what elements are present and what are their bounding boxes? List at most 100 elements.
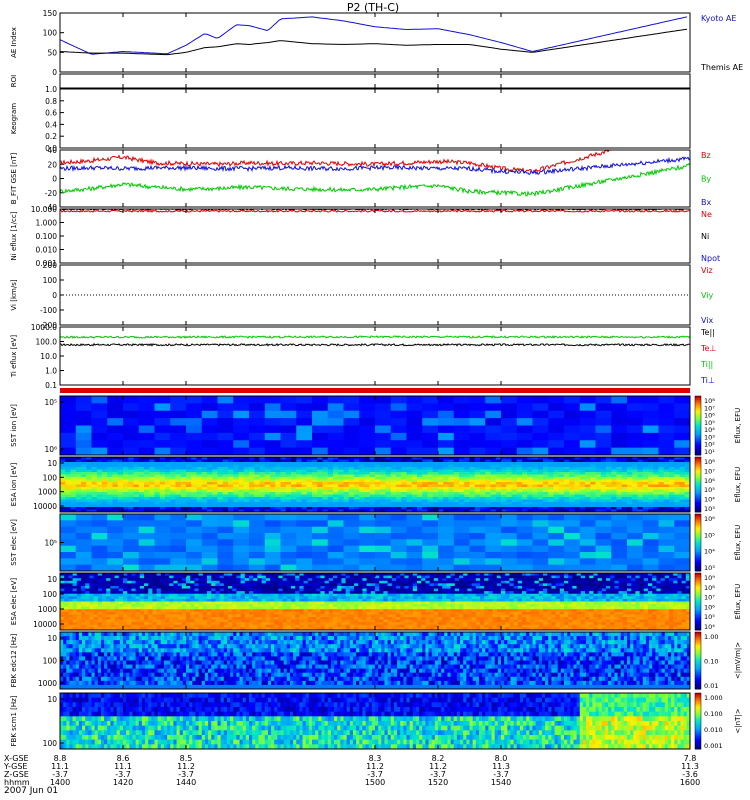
esa_elec-cell <box>572 591 577 595</box>
esa_ion-cell <box>144 474 150 478</box>
esa_elec-cell <box>160 585 166 589</box>
esa_ion-cell <box>233 474 239 478</box>
esa_ion-cell <box>96 462 103 465</box>
sst_elec-cell <box>532 552 549 559</box>
esa_ion-cell <box>112 489 119 493</box>
sst_elec-cell <box>296 539 313 547</box>
esa_elec-cell <box>160 583 166 587</box>
esa_ion-cell <box>165 509 171 513</box>
esa_elec-cell <box>375 583 380 587</box>
sst_elec-cell <box>296 520 313 528</box>
esa_elec-cell <box>522 588 527 592</box>
esa_ion-cell <box>469 504 476 508</box>
esa_elec-cell <box>526 591 531 595</box>
esa_ion-colorbar-swatch <box>695 473 701 476</box>
esa_ion-cell <box>75 464 82 468</box>
esa_elec-cell <box>685 575 691 579</box>
esa_elec-cell <box>513 591 519 595</box>
esa_ion-cell <box>70 499 77 503</box>
esa_ion-cell <box>459 489 465 493</box>
esa_ion-cell <box>548 474 554 478</box>
esa_ion-cell <box>375 479 381 483</box>
esa_ion-cell <box>65 472 71 475</box>
sst_ion-cell <box>138 403 155 412</box>
esa_ion-cell <box>75 499 82 503</box>
esa_ion-cell <box>222 484 229 488</box>
esa_ion-cell <box>327 504 334 508</box>
esa_ion-cell <box>658 489 665 493</box>
esa_ion-cell <box>191 502 197 505</box>
esa_ion-cell <box>233 487 239 490</box>
esa_elec-cell <box>513 583 519 587</box>
esa_elec-cell <box>564 591 569 595</box>
sst_elec-cell <box>516 545 533 553</box>
esa_ion-cell <box>396 484 402 488</box>
esa_ion-cell <box>595 467 602 470</box>
sst_elec-cell <box>469 539 486 547</box>
esa_elec-cell <box>312 578 317 582</box>
esa_ion-cell <box>222 472 229 475</box>
sst_ion-cell <box>359 418 376 426</box>
sst_ion-cell <box>249 403 266 412</box>
esa_ion-cell <box>532 509 539 513</box>
esa_ion-cell <box>228 492 234 495</box>
esa_ion-cell <box>354 469 360 473</box>
esa_ion-cell <box>359 477 365 480</box>
esa_ion-cell <box>443 472 449 475</box>
sst_elec-cell <box>91 526 108 534</box>
esa_ion-cell <box>191 497 197 500</box>
esa_ion-cell <box>186 479 192 483</box>
esa_elec-cell <box>488 585 493 589</box>
esa_ion-cell <box>627 497 633 500</box>
esa_ion-cell <box>522 489 528 493</box>
esa_ion-cell <box>149 492 155 495</box>
sst_ion-cell <box>375 410 392 419</box>
sst_elec-cell <box>658 514 675 521</box>
esa_ion-cell <box>406 477 413 480</box>
esa_ion-cell <box>301 489 308 493</box>
sst_ion-cell <box>296 418 313 426</box>
esa_ion-cell <box>180 509 187 513</box>
esa_ion-cell <box>133 484 140 488</box>
esa_elec-cell <box>165 585 170 589</box>
esa_ion-cell <box>170 479 176 483</box>
esa_ion-cell <box>238 457 245 460</box>
esa_elec-cell <box>509 588 514 592</box>
esa_ion-cell <box>422 472 428 475</box>
sst_ion-colorbar-swatch <box>695 419 701 423</box>
esa_ion-cell <box>579 487 586 490</box>
esa_ion-cell <box>627 492 633 495</box>
esa_ion-cell <box>112 502 119 505</box>
esa_ion-cell <box>364 492 371 495</box>
sst_ion-cell <box>138 432 155 441</box>
esa_ion-cell <box>159 497 166 500</box>
esa_elec-cell <box>278 575 283 579</box>
esa_ion-cell <box>369 464 376 468</box>
esa_ion-cell <box>70 509 77 513</box>
esa_ion-cell <box>107 479 113 483</box>
esa_elec-cell <box>610 573 615 576</box>
esa_ion-cell <box>490 499 497 503</box>
esa_ion-cell <box>154 459 161 463</box>
esa_elec-cell <box>593 575 598 579</box>
esa_ion-cell <box>522 469 528 473</box>
esa_ion-cell <box>532 497 539 500</box>
esa_ion-cell <box>480 499 486 503</box>
esa_ion-cell <box>280 507 287 510</box>
esa_ion-cell <box>317 489 323 493</box>
esa_elec-cell <box>559 588 565 592</box>
sst_ion-cell <box>406 432 423 441</box>
esa_elec-cell <box>93 575 99 579</box>
esa_ion-cell <box>138 497 145 500</box>
esa_ion-cell <box>333 459 339 463</box>
esa_ion-cell <box>495 472 502 475</box>
sst_elec-cell <box>138 564 155 572</box>
sst_ion-cell <box>233 418 250 426</box>
esa_ion-cell <box>359 467 365 470</box>
esa_ion-cell <box>333 479 339 483</box>
esa_ion-cell <box>270 509 276 513</box>
sst_elec-cell <box>359 533 376 540</box>
plot-title: P2 (TH-C) <box>347 1 399 14</box>
esa_ion-cell <box>180 502 187 505</box>
esa_elec-cell <box>102 591 107 595</box>
